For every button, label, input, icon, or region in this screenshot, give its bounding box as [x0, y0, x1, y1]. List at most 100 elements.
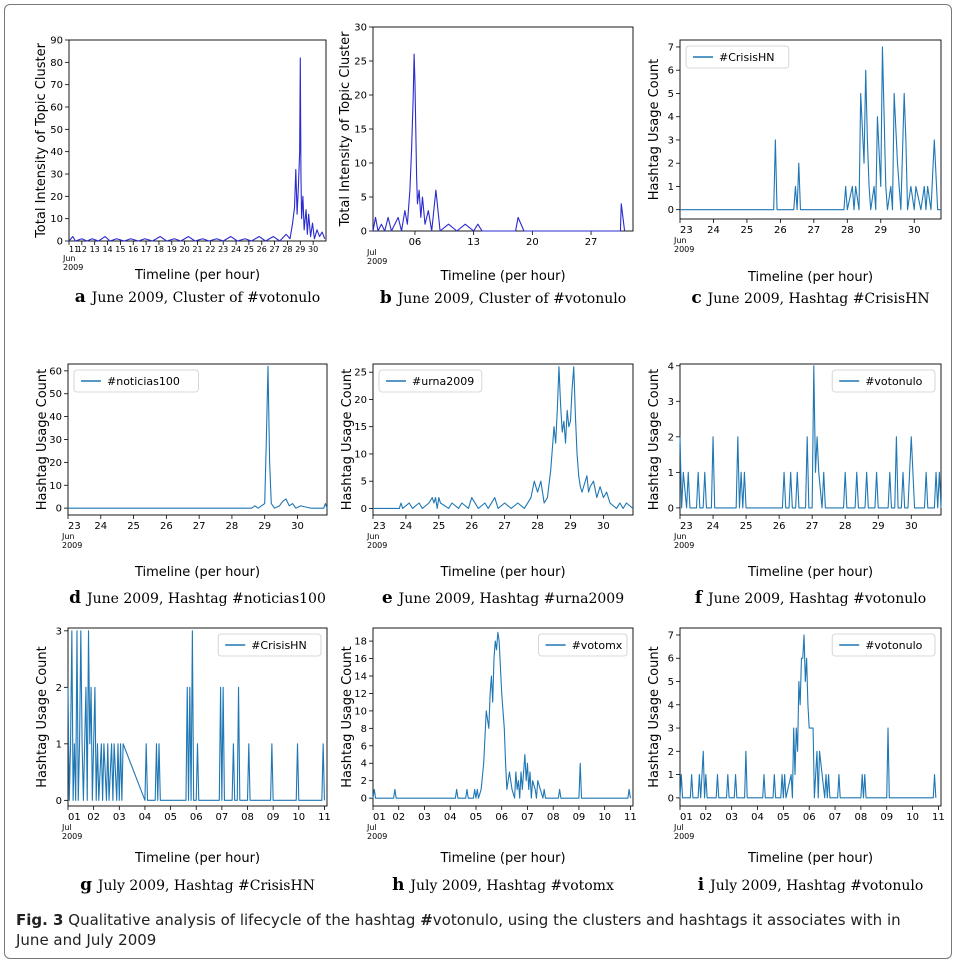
x-tick-label: 29: [874, 225, 887, 236]
panel-letter: a: [75, 287, 92, 307]
panel-caption-text: June 2009, Hashtag #CrisisHN: [706, 291, 930, 307]
y-tick-label: 90: [50, 36, 63, 47]
y-tick-label: 0: [361, 227, 367, 238]
panel-caption-text: June 2009, Hashtag #votonulo: [706, 591, 926, 607]
panel-caption: c June 2009, Hashtag #CrisisHN: [691, 288, 929, 308]
y-tick-label: 2: [668, 432, 674, 443]
x-tick-label: 29: [872, 521, 885, 532]
legend-box: [217, 633, 322, 657]
y-tick-label: 60: [49, 366, 62, 377]
x-tick-label: 25: [741, 225, 754, 236]
legend-label: #CrisisHN: [719, 51, 775, 64]
panel-letter: d: [69, 588, 87, 608]
legend-box: [73, 369, 199, 393]
x-tick-label: 24: [231, 245, 241, 254]
y-tick-label: 4: [668, 700, 674, 711]
x-tick-sublabel: Jun: [673, 236, 687, 245]
x-tick-label: 19: [167, 245, 177, 254]
x-tick-label: 23: [680, 225, 693, 236]
y-tick-label: 14: [354, 671, 367, 682]
x-tick-label: 27: [585, 237, 598, 248]
x-tick-label: 28: [531, 521, 544, 532]
panel-caption: a June 2009, Cluster of #votonulo: [75, 287, 320, 307]
x-tick-label: 10: [906, 812, 919, 823]
x-tick-label: 04: [751, 812, 764, 823]
x-tick-label: 23: [373, 521, 386, 532]
panel-letter: f: [695, 588, 708, 608]
y-tick-label: 50: [50, 125, 63, 136]
y-tick-label: 0: [668, 793, 674, 804]
panel-caption: e June 2009, Hashtag #urna2009: [382, 588, 624, 608]
data-series-line: [373, 366, 634, 510]
y-tick-label: 80: [50, 58, 63, 69]
x-tick-label: 06: [409, 237, 422, 248]
x-tick-label: 22: [205, 245, 215, 254]
x-tick-label: 23: [680, 521, 693, 532]
panel-caption-text: June 2009, Hashtag #noticias100: [85, 591, 326, 607]
panel-caption-text: July 2009, Hashtag #CrisisHN: [96, 878, 315, 894]
panel-caption: g July 2009, Hashtag #CrisisHN: [80, 875, 315, 895]
y-tick-label: 10: [354, 159, 367, 170]
legend: #urna2009: [378, 369, 483, 393]
x-tick-label: 03: [113, 812, 126, 823]
x-tick-label: 30: [597, 521, 610, 532]
x-tick-label: 24: [707, 521, 720, 532]
y-axis-label: Hashtag Usage Count: [35, 646, 50, 787]
legend: #votomx: [538, 633, 628, 657]
x-tick-label: 06: [803, 812, 816, 823]
panel-caption-text: June 2009, Cluster of #votonulo: [90, 290, 320, 306]
x-tick-sublabel: 2009: [367, 832, 387, 841]
x-tick-label: 30: [291, 521, 304, 532]
figure-label: Fig. 3: [16, 911, 64, 929]
x-tick-label: 23: [218, 245, 228, 254]
panel-caption-text: July 2009, Hashtag #votonulo: [708, 878, 923, 894]
x-tick-label: 25: [740, 521, 753, 532]
x-tick-label: 21: [192, 245, 202, 254]
panel-caption: d June 2009, Hashtag #noticias100: [69, 588, 326, 608]
y-axis-label: Total Intensity of Topic Cluster: [34, 42, 49, 238]
x-tick-label: 18: [154, 245, 164, 254]
data-series-line: [68, 365, 328, 509]
data-series-line: [67, 630, 325, 801]
x-tick-sublabel: 2009: [62, 832, 82, 841]
y-tick-label: 40: [49, 412, 62, 423]
y-axis-label: Hashtag Usage Count: [340, 369, 355, 510]
x-tick-label: 13: [467, 237, 480, 248]
legend-box: [378, 369, 483, 393]
legend: #CrisisHN: [685, 45, 790, 69]
y-tick-label: 0: [56, 796, 62, 807]
x-tick-label: 01: [680, 812, 693, 823]
x-tick-sublabel: Jul: [673, 823, 684, 832]
data-series-line: [679, 634, 937, 799]
x-tick-sublabel: Jun: [62, 254, 76, 263]
y-tick-label: 0: [361, 504, 367, 515]
x-tick-label: 27: [193, 521, 206, 532]
y-tick-label: 6: [668, 66, 674, 77]
y-tick-label: 0: [361, 794, 367, 805]
panel-letter: i: [698, 875, 710, 895]
panel-caption: i July 2009, Hashtag #votonulo: [698, 875, 924, 895]
x-tick-sublabel: Jul: [366, 823, 377, 832]
x-tick-sublabel: Jul: [61, 823, 72, 832]
y-tick-label: 10: [354, 706, 367, 717]
x-axis-label: Timeline (per hour): [439, 851, 565, 866]
y-tick-label: 0: [668, 503, 674, 514]
x-tick-label: 11: [318, 812, 331, 823]
y-axis-label: Hashtag Usage Count: [647, 369, 662, 510]
y-tick-label: 12: [354, 689, 367, 700]
x-tick-label: 27: [270, 245, 280, 254]
x-tick-label: 29: [564, 521, 577, 532]
x-tick-label: 26: [773, 521, 786, 532]
y-tick-label: 2: [56, 683, 62, 694]
y-tick-label: 6: [361, 741, 367, 752]
x-tick-label: 01: [373, 812, 386, 823]
x-tick-sublabel: Jun: [366, 532, 380, 541]
x-tick-sublabel: 2009: [367, 257, 387, 266]
x-tick-label: 24: [707, 225, 720, 236]
y-axis-label: Total Intensity of Topic Cluster: [338, 31, 353, 227]
x-tick-sublabel: 2009: [674, 832, 694, 841]
